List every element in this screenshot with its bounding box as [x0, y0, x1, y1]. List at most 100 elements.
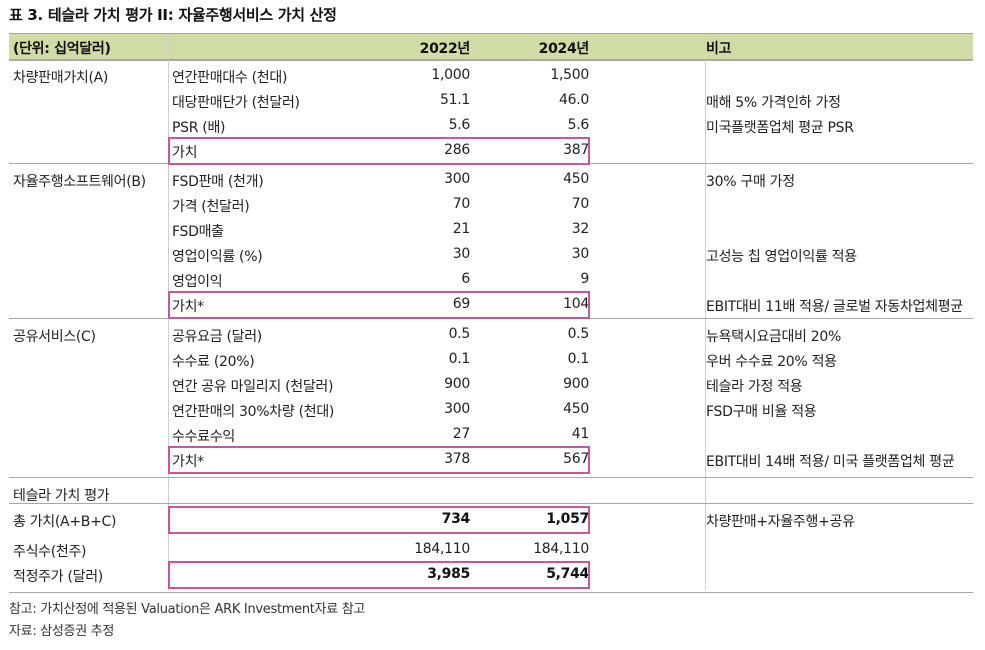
row-item: 연간판매대수 (천대)	[172, 70, 288, 86]
table-row: 영업이익 6 9	[0, 267, 985, 292]
row-item: 가치*	[172, 299, 204, 315]
header-2024: 2024년	[538, 41, 590, 57]
value-2024: 450	[563, 171, 589, 187]
row-note: 매해 5% 가격인하 가정	[706, 95, 841, 111]
table-row: 가치* 378 567 EBIT대비 14배 적용/ 미국 플랫폼업체 평균	[0, 447, 985, 472]
value-2024: 1,500	[550, 67, 589, 83]
row-item: 수수료 (20%)	[172, 354, 255, 370]
row-item: PSR (배)	[172, 120, 226, 136]
row-category: 자율주행소프트웨어(B)	[13, 174, 146, 190]
row-item: 가치	[172, 145, 198, 161]
table-row: 테슬라 가치 평가	[0, 481, 985, 506]
table-row: 차량판매가치(A) 연간판매대수 (천대) 1,000 1,500	[0, 63, 985, 88]
row-note: 고성능 칩 영업이익률 적용	[706, 249, 857, 265]
highlight-box	[168, 561, 590, 589]
row-note: 우버 수수료 20% 적용	[706, 354, 837, 370]
footnote-reference: 참고: 가치산정에 적용된 Valuation은 ARK Investment자…	[9, 602, 366, 617]
value-2022: 69	[452, 296, 471, 312]
value-2022: 0.1	[448, 351, 471, 367]
row-note: 뉴욕택시요금대비 20%	[706, 329, 842, 345]
value-2024: 9	[580, 271, 589, 287]
highlight-box	[168, 291, 590, 319]
value-2022: 6	[461, 271, 470, 287]
table-row: 영업이익률 (%) 30 30 고성능 칩 영업이익률 적용	[0, 242, 985, 267]
value-2024: 1,057	[546, 511, 589, 527]
row-item: 공유요금 (달러)	[172, 329, 262, 345]
value-2022: 300	[444, 401, 470, 417]
table-row: 적정주가 (달러) 3,985 5,744	[0, 562, 985, 587]
row-item: 영업이익률 (%)	[172, 249, 263, 265]
row-note: EBIT대비 11배 적용/ 글로벌 자동차업체평균	[706, 299, 963, 315]
value-2022: 0.5	[448, 326, 471, 342]
value-2024: 567	[563, 451, 589, 467]
value-2022: 286	[444, 142, 470, 158]
value-2022: 184,110	[414, 541, 470, 557]
header-note: 비고	[706, 41, 732, 57]
value-2022: 5.6	[448, 117, 471, 133]
table-title: 표 3. 테슬라 가치 평가 II: 자율주행서비스 가치 산정	[9, 6, 337, 24]
row-item: FSD판매 (천개)	[172, 174, 264, 190]
header-unit: (단위: 십억달러)	[13, 41, 111, 57]
value-2024: 0.5	[567, 326, 590, 342]
table-row: 가치 286 387	[0, 138, 985, 163]
value-2022: 734	[441, 511, 471, 527]
table-row: 총 가치(A+B+C) 734 1,057 차량판매+자율주행+공유	[0, 507, 985, 532]
table-row: PSR (배) 5.6 5.6 미국플랫폼업체 평균 PSR	[0, 113, 985, 138]
highlight-box	[168, 446, 590, 474]
highlight-box	[168, 137, 590, 165]
footnote-source: 자료: 삼성증권 추정	[9, 624, 115, 639]
value-2024: 0.1	[567, 351, 590, 367]
row-divider	[9, 592, 973, 593]
value-2022: 51.1	[440, 92, 470, 108]
value-2022: 900	[444, 376, 470, 392]
table-row: 자율주행소프트웨어(B) FSD판매 (천개) 300 450 30% 구매 가정	[0, 167, 985, 192]
row-item: 연간판매의 30%차량 (천대)	[172, 404, 335, 420]
table-row: 대당판매단가 (천달러) 51.1 46.0 매해 5% 가격인하 가정	[0, 88, 985, 113]
value-2024: 30	[571, 246, 590, 262]
value-2022: 378	[444, 451, 470, 467]
column-divider	[705, 34, 706, 590]
value-2022: 1,000	[431, 67, 470, 83]
table-row: 연간 공유 마일리지 (천달러) 900 900 테슬라 가정 적용	[0, 372, 985, 397]
table-row: FSD매출 21 32	[0, 217, 985, 242]
value-2024: 387	[563, 142, 589, 158]
value-2024: 450	[563, 401, 589, 417]
row-note: 차량판매+자율주행+공유	[706, 514, 855, 530]
value-2022: 3,985	[427, 566, 470, 582]
value-2024: 5,744	[546, 566, 589, 582]
row-category: 적정주가 (달러)	[13, 569, 103, 585]
row-note: 30% 구매 가정	[706, 174, 795, 190]
table-row: 연간판매의 30%차량 (천대) 300 450 FSD구매 비율 적용	[0, 397, 985, 422]
value-2024: 5.6	[567, 117, 590, 133]
row-item: 대당판매단가 (천달러)	[172, 95, 300, 111]
table-row: 가치* 69 104 EBIT대비 11배 적용/ 글로벌 자동차업체평균	[0, 292, 985, 317]
row-note: 테슬라 가정 적용	[706, 379, 803, 395]
value-2024: 32	[571, 221, 590, 237]
row-category: 테슬라 가치 평가	[13, 488, 110, 504]
row-category: 공유서비스(C)	[13, 329, 96, 345]
table-row: 수수료수익 27 41	[0, 422, 985, 447]
highlight-box	[168, 506, 590, 534]
table-row: 공유서비스(C) 공유요금 (달러) 0.5 0.5 뉴욕택시요금대비 20%	[0, 322, 985, 347]
table-row: 수수료 (20%) 0.1 0.1 우버 수수료 20% 적용	[0, 347, 985, 372]
value-2024: 70	[571, 196, 590, 212]
value-2022: 21	[452, 221, 471, 237]
table-header	[9, 33, 973, 61]
row-item: 가격 (천달러)	[172, 199, 250, 215]
table-row: 가격 (천달러) 70 70	[0, 192, 985, 217]
row-note: 미국플랫폼업체 평균 PSR	[706, 120, 854, 136]
row-divider	[9, 477, 973, 478]
value-2024: 46.0	[559, 92, 589, 108]
row-divider	[9, 59, 973, 60]
value-2024: 184,110	[533, 541, 589, 557]
value-2024: 104	[563, 296, 589, 312]
row-category: 주식수(천주)	[13, 544, 87, 560]
row-note: EBIT대비 14배 적용/ 미국 플랫폼업체 평균	[706, 454, 955, 470]
row-item: FSD매출	[172, 224, 224, 240]
header-2022: 2022년	[419, 41, 471, 57]
row-item: 가치*	[172, 454, 204, 470]
row-note: FSD구매 비율 적용	[706, 404, 817, 420]
value-2024: 900	[563, 376, 589, 392]
value-2022: 70	[452, 196, 471, 212]
row-divider	[9, 503, 973, 504]
